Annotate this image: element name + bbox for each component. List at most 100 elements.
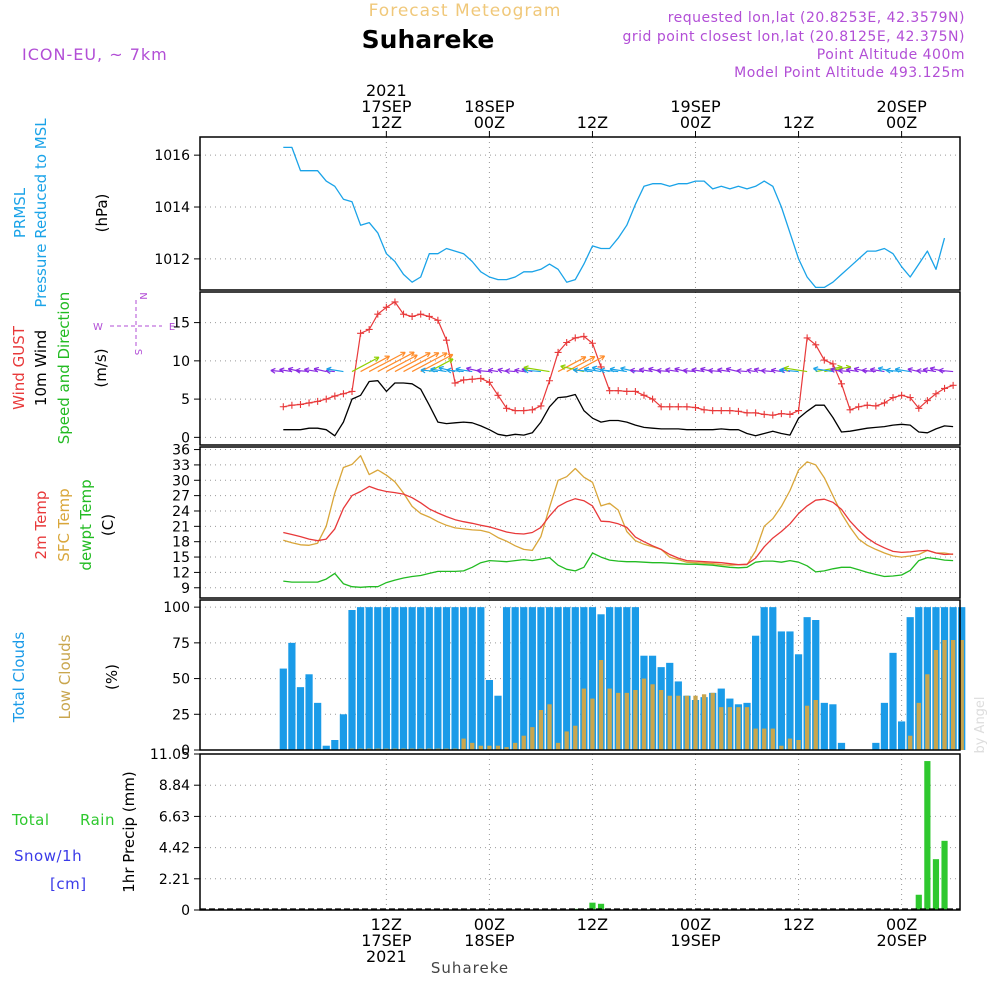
wind-arrow-head: [430, 366, 436, 373]
total-cloud-bar: [794, 654, 803, 750]
clouds-frame: [199, 599, 961, 751]
total-cloud-bar: [408, 607, 416, 750]
pressure-ytick-label: 1012: [154, 252, 190, 268]
plot-area: 1012101410160510159121518212427303336025…: [150, 81, 966, 966]
bottom-time-label: 2021: [366, 947, 407, 966]
wind-arrow-head: [441, 352, 448, 358]
model-label: ICON-EU, ~ 7km: [22, 45, 168, 64]
wind-unit-label: (m/s): [92, 348, 110, 387]
wind-gust-marker: [906, 394, 914, 402]
wind-gust-marker: [382, 303, 390, 311]
wind-direction-arrow: [813, 367, 833, 373]
wind-arrow-head: [665, 367, 671, 374]
grid-point-coords: grid point closest lon,lat (20.8125E, 42…: [622, 29, 965, 45]
wind-gust-marker: [777, 410, 785, 418]
wind-arrow-head: [279, 367, 285, 374]
wind-arrow-head: [779, 367, 785, 374]
total-cloud-bar: [314, 702, 322, 750]
wind-gust-marker: [451, 379, 459, 387]
total-cloud-bar: [563, 607, 571, 750]
precip-unit-label: 1hr Precip (mm): [120, 771, 138, 892]
wind-arrow-head: [487, 367, 494, 374]
pressure-ytick-label: 1016: [154, 148, 190, 164]
wind-arrow-head: [438, 365, 444, 372]
wind-arrow-head: [583, 366, 590, 373]
temperature-ytick-label: 27: [172, 489, 190, 505]
wind-arrow-head: [674, 366, 680, 373]
wind-gust-marker: [812, 341, 820, 349]
wind-direction-arrow: [394, 352, 431, 373]
clouds-ytick-label: 50: [172, 672, 190, 688]
total-cloud-bar: [777, 631, 785, 750]
temperature-ytick-label: 18: [172, 535, 190, 551]
wind-direction-arrow: [505, 370, 516, 373]
total-cloud-bar: [915, 607, 923, 750]
low-cloud-bar: [521, 735, 526, 750]
precipitation-ytick-label: 4.42: [159, 841, 190, 857]
total-cloud-bar: [451, 607, 459, 750]
wind-arrow-head: [425, 352, 431, 358]
wind-arrow-head: [708, 367, 714, 374]
rain-bar: [597, 903, 605, 910]
wind-gust-marker: [846, 406, 854, 414]
precip-rain-label: Rain: [80, 811, 115, 829]
bottom-time-label: 19SEP: [670, 931, 721, 950]
wind-gust-marker: [391, 298, 399, 306]
wind-gust-marker: [460, 376, 468, 384]
wind-arrow-head: [433, 352, 440, 358]
wind-direction-arrow: [746, 369, 756, 373]
precipitation-ytick-label: 0: [181, 903, 190, 919]
wind-gust-marker: [631, 387, 639, 395]
wind-gust-marker: [666, 403, 674, 411]
wind-gust-marker: [760, 410, 768, 418]
temp-side-labels: 2m Temp SFC Temp dewpt Temp (C): [32, 479, 117, 570]
bottom-time-label: 12Z: [783, 915, 814, 934]
total-cloud-bar: [554, 607, 562, 750]
wind-arrow-head: [514, 367, 520, 374]
total-cloud-bar: [906, 617, 914, 750]
wind-gust-line: [283, 301, 954, 416]
wind-gust-marker: [949, 381, 957, 389]
prmsl-label: PRMSL: [11, 187, 29, 238]
precipitation-panel: 0 2.21 4.42 6.63 8.84 11.05: [150, 747, 961, 919]
low-cloud-bar: [487, 745, 492, 750]
wind-direction-arrow: [403, 352, 440, 373]
wind-arrow-head: [929, 366, 936, 373]
wind-gust-marker: [855, 403, 863, 411]
wind-direction-arrow: [476, 369, 490, 373]
total-cloud-bar: [305, 674, 313, 750]
wind-gust-marker: [941, 384, 949, 392]
wind-arrow-head: [448, 358, 454, 364]
precip-side-labels: 1hr Precip (mm) Total Rain Snow/1h [cm]: [11, 771, 138, 893]
low-cloud-bar: [744, 707, 750, 750]
wind-arrow-head: [400, 351, 406, 357]
wind-gust-marker: [477, 374, 485, 382]
wind-gust-marker: [709, 407, 717, 415]
wind-arrow-head: [591, 365, 598, 372]
low-cloud-bar: [710, 692, 715, 750]
low-cloud-bar: [779, 745, 784, 750]
total-cloud-bar: [296, 687, 305, 750]
wind-arrow-head: [648, 366, 654, 373]
total-cloud-bar: [468, 607, 476, 750]
low-cloud-bar: [555, 742, 561, 750]
wind-direction-arrow: [386, 354, 418, 373]
low-cloud-bar: [676, 695, 681, 750]
wind-arrow-head: [830, 367, 836, 373]
low-cloud-bar: [787, 738, 793, 750]
wind-direction-arrow: [573, 369, 593, 373]
total-cloud-bar: [331, 740, 339, 750]
total-cloud-bar: [571, 607, 579, 750]
total-cloud-bar: [279, 668, 287, 750]
bottom-time-label: 17SEP: [361, 931, 412, 950]
total-cloud-bar: [803, 617, 811, 750]
precip-cm-label: [cm]: [50, 875, 87, 893]
wind-direction-arrow: [736, 370, 748, 373]
low-cloud-bar: [478, 745, 483, 750]
top-time-label: 00Z: [886, 113, 917, 132]
wind-direction-arrow: [771, 369, 782, 373]
wind-speed-dir-label: Speed and Direction: [55, 292, 73, 445]
wind-gust-marker: [314, 397, 322, 405]
low-cloud-bar: [813, 700, 818, 750]
low-cloud-bar: [461, 738, 466, 750]
